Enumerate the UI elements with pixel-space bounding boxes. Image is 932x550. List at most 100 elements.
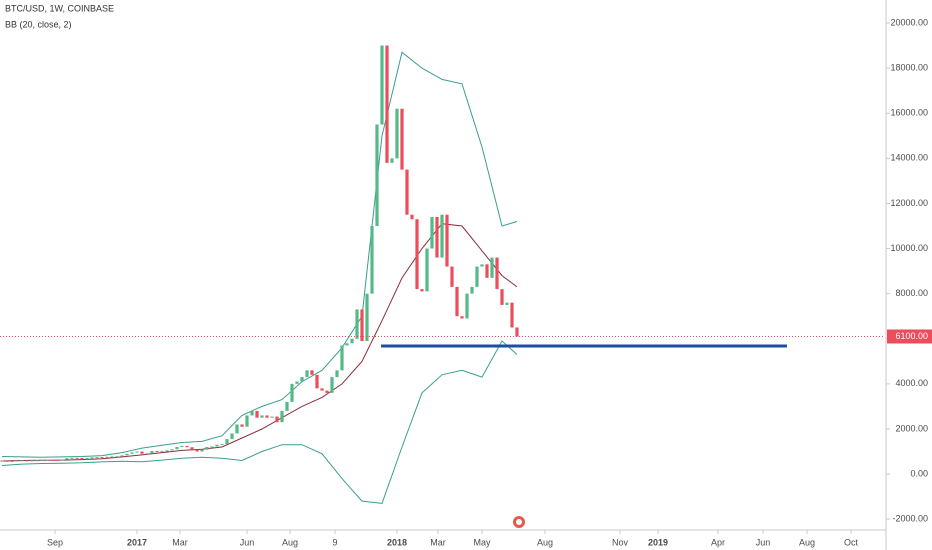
candle-body: [250, 410, 254, 416]
x-tick-label: Jun: [240, 537, 255, 547]
candle-body: [60, 459, 64, 461]
indicator-legend: BB (20, close, 2): [5, 19, 72, 29]
candle-body: [255, 410, 259, 418]
candle-body: [140, 451, 144, 454]
candle-body: [215, 444, 219, 447]
y-tick-label: -2000.00: [892, 514, 928, 524]
candle-body: [370, 225, 374, 294]
last-price-box: [887, 329, 932, 344]
candles: [0, 45, 519, 462]
candle-body: [450, 266, 454, 287]
candle-body: [240, 424, 244, 427]
candle-body: [130, 452, 134, 454]
candle-body: [300, 377, 304, 382]
candle-body: [90, 457, 94, 459]
candle-body: [495, 257, 499, 290]
candle-body: [110, 456, 114, 458]
candle-body: [500, 289, 504, 305]
band-upper: [1, 51, 518, 458]
candle-body: [395, 108, 399, 159]
candle-body: [515, 327, 519, 337]
candle-body: [225, 439, 229, 445]
x-tick-label: Jun: [756, 537, 771, 547]
candle-body: [475, 266, 479, 287]
candle-body: [350, 338, 354, 344]
candle-body: [105, 456, 109, 458]
candle-body: [410, 214, 414, 220]
x-tick-label: Mar: [430, 537, 446, 547]
x-tick-label: Sep: [47, 537, 63, 547]
band-lower: [1, 340, 518, 504]
candle-body: [45, 459, 49, 461]
candle-body: [160, 451, 164, 453]
candle-body: [280, 410, 284, 423]
candle-body: [445, 214, 449, 267]
candle-body: [35, 460, 39, 462]
candle-body: [465, 293, 469, 319]
y-tick-label: 2000.00: [895, 423, 928, 433]
candle-body: [260, 415, 264, 418]
y-tick-label: 8000.00: [895, 288, 928, 298]
candle-body: [435, 216, 439, 258]
candle-body: [0, 460, 4, 462]
x-tick-label: 9: [332, 537, 337, 547]
candle-body: [270, 416, 274, 418]
candle-body: [150, 451, 154, 454]
candle-body: [155, 451, 159, 453]
candle-body: [420, 289, 424, 292]
candle-body: [385, 45, 389, 163]
x-tick-label: Oct: [844, 537, 859, 547]
candle-body: [490, 257, 494, 278]
x-tick-label: 2019: [648, 537, 668, 547]
y-tick-label: 4000.00: [895, 378, 928, 388]
candle-body: [25, 460, 29, 462]
candle-body: [15, 460, 19, 462]
candle-body: [275, 416, 279, 423]
x-tick-label: Aug: [799, 537, 815, 547]
candle-body: [210, 446, 214, 448]
x-tick-label: Nov: [612, 537, 629, 547]
candle-body: [285, 401, 289, 411]
candle-body: [335, 370, 339, 378]
candle-body: [165, 450, 169, 452]
candle-body: [180, 445, 184, 448]
x-tick-label: May: [473, 537, 491, 547]
candle-body: [425, 248, 429, 292]
watermark-icon: [513, 516, 525, 528]
candle-body: [65, 458, 69, 460]
candle-body: [330, 377, 334, 393]
band-middle: [1, 223, 518, 462]
candle-body: [120, 455, 124, 457]
candle-body: [390, 158, 394, 163]
candle-body: [55, 459, 59, 461]
x-tick-label: Mar: [172, 537, 188, 547]
candle-body: [305, 370, 309, 378]
candle-body: [265, 415, 269, 418]
y-tick-label: 12000.00: [890, 198, 928, 208]
y-tick-label: 14000.00: [890, 153, 928, 163]
candle-body: [125, 453, 129, 456]
x-tick-label: Aug: [537, 537, 553, 547]
candle-body: [75, 457, 79, 459]
candle-body: [5, 460, 9, 462]
watermark-inner: [516, 519, 522, 525]
candle-body: [135, 451, 139, 453]
candle-body: [100, 457, 104, 459]
x-tick-label: Apr: [711, 537, 725, 547]
candle-body: [310, 370, 314, 375]
candle-body: [505, 302, 509, 305]
candle-body: [320, 388, 324, 391]
candle-body: [340, 345, 344, 371]
y-tick-label: 10000.00: [890, 243, 928, 253]
candle-body: [50, 459, 54, 461]
candle-body: [415, 219, 419, 290]
x-tick-label: Aug: [282, 537, 298, 547]
candle-body: [95, 457, 99, 459]
candle-body: [485, 264, 489, 278]
candle-body: [220, 444, 224, 446]
candle-body: [295, 381, 299, 384]
candle-body: [235, 424, 239, 434]
candle-body: [360, 309, 364, 342]
